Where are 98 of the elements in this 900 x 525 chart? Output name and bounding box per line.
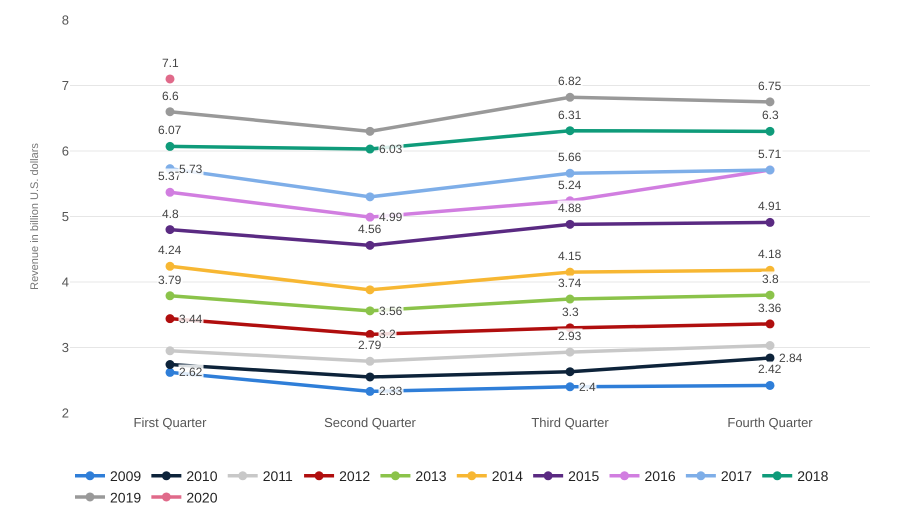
data-label: 3.2 [379,327,396,341]
point [766,319,774,328]
point [166,291,174,300]
y-axis-title: Revenue in billion U.S. dollars [29,142,41,290]
data-label: 4.99 [379,210,403,224]
data-label: 2.84 [779,351,803,365]
legend-label: 2018 [797,468,829,484]
legend-label: 2014 [492,468,524,484]
data-label: 2.42 [758,362,782,376]
legend-label: 2012 [339,468,370,484]
y-tick-label: 7 [62,78,69,94]
data-label: 6.07 [158,123,182,137]
point [766,380,774,390]
point [166,188,174,197]
point [166,360,174,370]
point [766,353,774,362]
y-tick-label: 4 [62,274,69,290]
data-label: 3.3 [562,305,580,319]
legend-label: 2017 [720,468,752,484]
data-label: 6.03 [379,142,403,156]
point [166,368,174,377]
y-tick-label: 5 [62,209,69,224]
point [766,341,774,350]
data-label: 7.1 [162,56,180,70]
data-label: 6.6 [162,89,180,103]
data-label: 3.8 [762,272,780,286]
point [566,382,574,392]
point [366,372,374,382]
legend-label: 2016 [644,468,676,484]
data-label: 6.82 [558,74,582,88]
legend-label: 2019 [110,489,142,506]
point [566,168,574,178]
legend-label: 2015 [568,468,600,484]
point [166,262,174,271]
legend-label: 2009 [110,468,142,484]
data-label: 3.79 [158,273,182,287]
point [566,92,574,102]
point [366,240,374,250]
data-label: 6.75 [758,79,782,93]
point [366,144,374,154]
point [766,290,774,300]
point [566,367,574,376]
point [166,346,174,356]
point [766,126,774,136]
data-label: 5.37 [158,169,182,183]
point [566,126,574,136]
x-tick-label: First Quarter [134,415,208,430]
data-label: 6.31 [558,108,582,122]
point [166,225,174,234]
point [566,220,574,229]
data-label: 4.88 [558,201,582,215]
point [366,356,374,366]
point [566,268,574,277]
point [166,142,174,151]
data-label: 3.56 [379,304,403,318]
x-tick-label: Fourth Quarter [727,415,814,430]
x-tick-label: Second Quarter [324,415,417,430]
data-label: 6.3 [762,108,780,122]
data-label: 2.62 [179,365,203,379]
data-label: 5.24 [558,178,582,192]
data-label: 2.93 [558,329,582,343]
legend-label: 2010 [186,468,218,484]
legend-label: 2011 [262,468,294,484]
data-label: 2.33 [379,384,403,398]
data-label: 4.56 [358,222,382,236]
data-label: 4.8 [162,207,180,221]
data-label: 4.91 [758,199,782,213]
x-tick-label: Third Quarter [531,415,610,430]
data-label: 4.15 [558,249,582,263]
data-label: 3.44 [179,312,203,326]
point [366,212,374,222]
point [366,306,374,316]
y-tick-label: 6 [62,144,69,159]
data-label: 3.36 [758,301,782,315]
data-label: 5.66 [558,150,582,164]
y-tick-label: 2 [62,406,69,421]
legend-label: 2013 [415,468,447,484]
point [766,97,774,106]
point [366,192,374,202]
data-label: 5.73 [179,162,203,176]
point [366,285,374,294]
data-label: 4.24 [158,243,182,257]
point [566,294,574,304]
point [366,386,374,396]
legend-label: 2020 [186,489,218,506]
point [166,107,174,116]
point [366,126,374,136]
point [766,218,774,227]
data-label: 5.71 [758,147,782,161]
data-label: 2.4 [579,380,596,394]
data-label: 3.74 [558,276,582,290]
point [166,74,174,84]
y-tick-label: 3 [62,340,69,356]
data-label: 2.79 [358,338,382,352]
point [566,348,574,357]
point [166,314,174,324]
data-label: 4.18 [758,247,782,261]
y-tick-label: 8 [62,12,69,28]
